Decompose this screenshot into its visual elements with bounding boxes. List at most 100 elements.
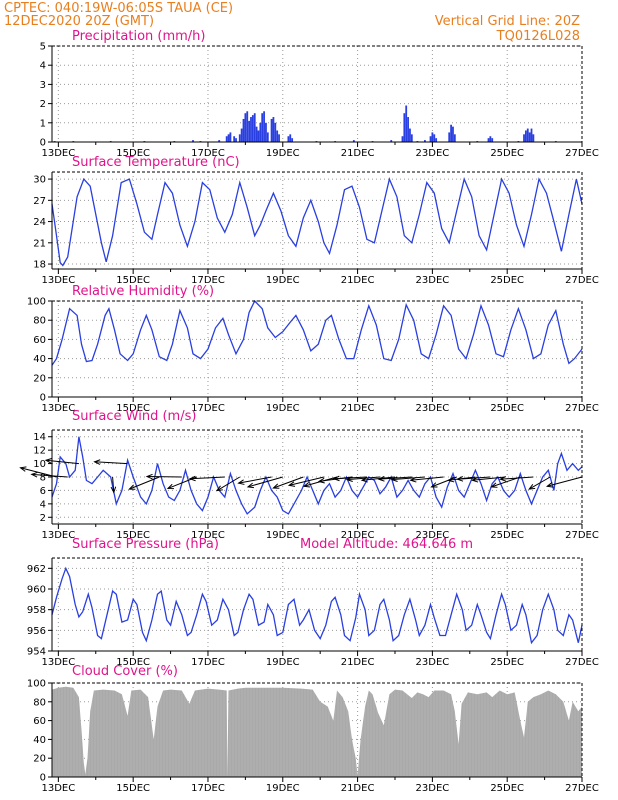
wind-vector-head (456, 476, 464, 482)
wind-vector-head (545, 482, 554, 488)
wind-vector-head (499, 476, 507, 482)
wind-vector-head (145, 473, 153, 480)
precip-bar (530, 128, 533, 142)
precip-bar (435, 138, 438, 142)
wind-vector-head (93, 459, 101, 465)
y-tick-label: 40 (33, 354, 46, 365)
panel-rh: Relative Humidity (%) 0 20 40 60 80 100 13DEC 15… (27, 284, 599, 414)
y-tick-label: 30 (33, 175, 46, 186)
y-tick-label: 100 (27, 297, 46, 308)
precip-bar (489, 136, 492, 142)
precip-bar (405, 105, 408, 142)
precip-bar (487, 138, 490, 142)
x-tick-label: 21DEC (341, 275, 375, 286)
precip-bar (410, 134, 413, 142)
panel-precip: Precipitation (mm/h) 0 1 2 3 4 5 13DEC 15DEC 17DE… (40, 29, 599, 159)
panel-wind: Surface Wind (m/s) 2 4 6 8 10 12 14 13DEC 15DEC 17… (19, 409, 599, 541)
precip-bar (429, 136, 432, 142)
wind-vector (189, 476, 225, 480)
wind-vector-head (246, 482, 254, 489)
wind-vector-head (44, 458, 52, 464)
x-tick-label: 27DEC (565, 275, 599, 286)
x-tick-label: 15DEC (116, 657, 150, 668)
wind-vector-head (188, 475, 196, 482)
x-tick-label: 21DEC (341, 403, 375, 414)
y-tick-label: 21 (33, 238, 46, 249)
precip-bar (453, 134, 456, 142)
x-tick-label: 17DEC (191, 403, 225, 414)
precip-bar (276, 130, 279, 142)
x-tick-label: 25DEC (490, 275, 524, 286)
precip-bar (401, 136, 404, 142)
precip-bar (409, 128, 411, 142)
y-tick-label: 10 (33, 459, 46, 470)
x-tick-label: 23DEC (416, 657, 450, 668)
wind-vector-head (30, 471, 38, 478)
wind-vector-head (430, 482, 438, 488)
precip-bar (229, 132, 232, 142)
wind-vector-head (377, 476, 385, 482)
y-tick-label: 954 (27, 647, 46, 658)
x-tick-label: 15DEC (116, 783, 150, 794)
panel-pres: Surface Pressure (hPa) Model Altitude: 46… (27, 537, 599, 668)
y-tick-label: 18 (33, 260, 46, 271)
x-tick-label: 15DEC (116, 403, 150, 414)
x-tick-label: 19DEC (266, 657, 300, 668)
cloud-area (52, 686, 582, 777)
precip-bar (233, 136, 236, 142)
precip-bar (255, 126, 258, 142)
precip-bar (263, 111, 265, 142)
precip-bar (266, 132, 269, 142)
x-tick-label: 23DEC (416, 148, 450, 159)
wind-vector (289, 476, 325, 486)
wind-vector (346, 476, 381, 481)
x-tick-label: 13DEC (41, 148, 75, 159)
wind-vector-head (110, 486, 117, 494)
y-tick-label: 0 (40, 773, 46, 784)
wind-vector-head (390, 476, 398, 483)
precip-bar (450, 124, 452, 142)
precip-bar (248, 120, 251, 142)
wind-vector (129, 476, 160, 490)
wind-vector-head (409, 476, 417, 483)
x-tick-label: 17DEC (191, 657, 225, 668)
x-tick-label: 21DEC (341, 148, 375, 159)
x-tick-label: 27DEC (565, 148, 599, 159)
y-tick-label: 4 (40, 61, 46, 72)
y-tick-label: 0 (40, 393, 46, 404)
x-tick-label: 21DEC (341, 657, 375, 668)
x-tick-label: 21DEC (341, 530, 375, 541)
y-tick-label: 958 (27, 605, 46, 616)
precip-bar (448, 132, 451, 142)
y-tick-label: 2 (40, 513, 46, 524)
header-model-code: TQ0126L028 (496, 29, 580, 44)
wind-vector (431, 476, 457, 488)
y-tick-label: 20 (33, 373, 46, 384)
wind-vector (547, 476, 583, 487)
y-tick-label: 20 (33, 754, 46, 765)
wind-vector-head (345, 476, 353, 483)
precip-bar (257, 130, 260, 142)
wind-vector-head (302, 482, 311, 488)
wind-vector (112, 476, 115, 493)
precip-bar (403, 113, 406, 142)
wind-vector (247, 476, 283, 488)
y-tick-label: 0 (40, 138, 46, 149)
x-tick-label: 13DEC (41, 275, 75, 286)
precip-bar (235, 138, 237, 142)
panel-title-rh: Relative Humidity (%) (72, 284, 214, 299)
precip-bar (526, 128, 529, 142)
wind-vector-head (19, 466, 27, 472)
precip-bar (246, 111, 249, 142)
x-tick-label: 17DEC (191, 783, 225, 794)
precip-bar (244, 113, 247, 142)
x-tick-label: 27DEC (565, 783, 599, 794)
x-tick-label: 21DEC (341, 783, 375, 794)
x-tick-label: 15DEC (116, 530, 150, 541)
y-tick-label: 956 (27, 626, 46, 637)
precip-bar (491, 138, 494, 142)
header-datetime: 12DEC2020 20Z (GMT) (4, 14, 154, 29)
precip-bar (291, 138, 294, 142)
x-tick-label: 17DEC (191, 530, 225, 541)
series-line-rh (51, 299, 583, 366)
